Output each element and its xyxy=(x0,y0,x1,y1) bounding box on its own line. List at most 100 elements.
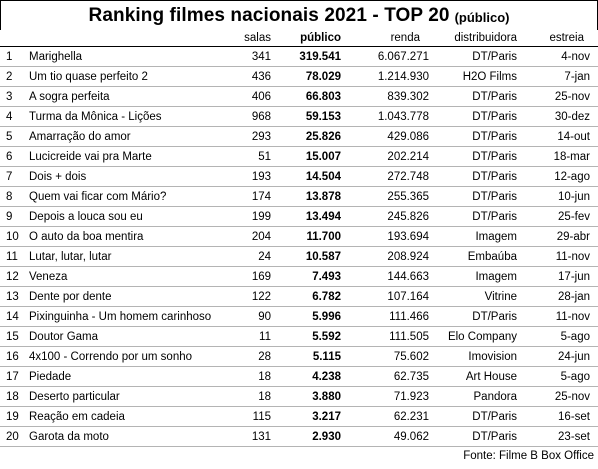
cell-renda: 144.663 xyxy=(344,266,432,287)
cell-rank: 9 xyxy=(0,206,26,227)
cell-rank: 6 xyxy=(0,146,26,167)
cell-rank: 19 xyxy=(0,406,26,427)
cell-renda: 107.164 xyxy=(344,286,432,307)
cell-distribuidora: Pandora xyxy=(432,386,520,407)
cell-renda: 1.214.930 xyxy=(344,66,432,87)
cell-rank: 4 xyxy=(0,106,26,127)
cell-rank: 16 xyxy=(0,346,26,367)
col-header-pos xyxy=(0,29,26,47)
table-row: 10 O auto da boa mentira 204 11.700 193.694 I… xyxy=(0,226,598,247)
cell-rank: 15 xyxy=(0,326,26,347)
cell-estreia: 16-set xyxy=(520,406,598,427)
table-row: 11 Lutar, lutar, lutar 24 10.587 208.924 Emba… xyxy=(0,246,598,267)
cell-distribuidora: DT/Paris xyxy=(432,126,520,147)
cell-film-title: Reação em cadeia xyxy=(26,406,232,427)
cell-renda: 208.924 xyxy=(344,246,432,267)
cell-film-title: Deserto particular xyxy=(26,386,232,407)
cell-rank: 11 xyxy=(0,246,26,267)
cell-publico: 5.592 xyxy=(274,326,344,347)
cell-distribuidora: DT/Paris xyxy=(432,306,520,327)
table-row: 18 Deserto particular 18 3.880 71.923 Pandora… xyxy=(0,386,598,407)
cell-publico: 5.115 xyxy=(274,346,344,367)
cell-estreia: 10-jun xyxy=(520,186,598,207)
cell-distribuidora: Imovision xyxy=(432,346,520,367)
cell-rank: 12 xyxy=(0,266,26,287)
cell-publico: 3.217 xyxy=(274,406,344,427)
table-row: 1 Marighella 341 319.541 6.067.271 DT/Paris 4-… xyxy=(0,46,598,67)
cell-film-title: Depois a louca sou eu xyxy=(26,206,232,227)
source-note: Fonte: Filme B Box Office xyxy=(463,450,594,462)
cell-distribuidora: Embaúba xyxy=(432,246,520,267)
cell-renda: 111.466 xyxy=(344,306,432,327)
cell-publico: 2.930 xyxy=(274,426,344,447)
cell-publico: 6.782 xyxy=(274,286,344,307)
cell-film-title: O auto da boa mentira xyxy=(26,226,232,247)
cell-film-title: A sogra perfeita xyxy=(26,86,232,107)
cell-rank: 13 xyxy=(0,286,26,307)
cell-film-title: Piedade xyxy=(26,366,232,387)
cell-publico: 319.541 xyxy=(274,46,344,67)
cell-film-title: Pixinguinha - Um homem carinhoso xyxy=(26,306,232,327)
cell-renda: 272.748 xyxy=(344,166,432,187)
cell-rank: 10 xyxy=(0,226,26,247)
cell-distribuidora: Vitrine xyxy=(432,286,520,307)
cell-salas: 968 xyxy=(232,106,274,127)
cell-rank: 2 xyxy=(0,66,26,87)
cell-renda: 245.826 xyxy=(344,206,432,227)
table-row: 12 Veneza 169 7.493 144.663 Imagem 17-jun xyxy=(0,266,598,287)
cell-distribuidora: Art House xyxy=(432,366,520,387)
cell-estreia: 28-jan xyxy=(520,286,598,307)
cell-publico: 4.238 xyxy=(274,366,344,387)
cell-rank: 5 xyxy=(0,126,26,147)
cell-film-title: 4x100 - Correndo por um sonho xyxy=(26,346,232,367)
cell-publico: 78.029 xyxy=(274,66,344,87)
cell-rank: 7 xyxy=(0,166,26,187)
cell-publico: 10.587 xyxy=(274,246,344,267)
cell-salas: 51 xyxy=(232,146,274,167)
cell-publico: 7.493 xyxy=(274,266,344,287)
cell-film-title: Dente por dente xyxy=(26,286,232,307)
cell-renda: 49.062 xyxy=(344,426,432,447)
cell-film-title: Lucicreide vai pra Marte xyxy=(26,146,232,167)
table-row: 19 Reação em cadeia 115 3.217 62.231 DT/Paris… xyxy=(0,406,598,427)
cell-film-title: Veneza xyxy=(26,266,232,287)
header-row: salas público renda distribuidora estrei… xyxy=(0,29,598,47)
cell-renda: 71.923 xyxy=(344,386,432,407)
cell-renda: 111.505 xyxy=(344,326,432,347)
cell-salas: 18 xyxy=(232,386,274,407)
cell-salas: 193 xyxy=(232,166,274,187)
cell-film-title: Dois + dois xyxy=(26,166,232,187)
sheet-title: Ranking filmes nacionais 2021 - TOP 20 xyxy=(88,4,450,26)
cell-distribuidora: DT/Paris xyxy=(432,46,520,67)
cell-publico: 59.153 xyxy=(274,106,344,127)
cell-film-title: Marighella xyxy=(26,46,232,67)
cell-estreia: 7-jan xyxy=(520,66,598,87)
cell-distribuidora: Imagem xyxy=(432,226,520,247)
cell-film-title: Garota da moto xyxy=(26,426,232,447)
cell-publico: 11.700 xyxy=(274,226,344,247)
cell-salas: 18 xyxy=(232,366,274,387)
cell-distribuidora: DT/Paris xyxy=(432,426,520,447)
cell-rank: 3 xyxy=(0,86,26,107)
cell-renda: 62.735 xyxy=(344,366,432,387)
cell-estreia: 4-nov xyxy=(520,46,598,67)
cell-estreia: 14-out xyxy=(520,126,598,147)
cell-estreia: 17-jun xyxy=(520,266,598,287)
cell-estreia: 23-set xyxy=(520,426,598,447)
cell-rank: 14 xyxy=(0,306,26,327)
cell-salas: 436 xyxy=(232,66,274,87)
cell-salas: 341 xyxy=(232,46,274,67)
cell-renda: 202.214 xyxy=(344,146,432,167)
cell-distribuidora: DT/Paris xyxy=(432,106,520,127)
cell-distribuidora: DT/Paris xyxy=(432,86,520,107)
cell-estreia: 29-abr xyxy=(520,226,598,247)
table-row: 14 Pixinguinha - Um homem carinhoso 90 5.99… xyxy=(0,306,598,327)
cell-distribuidora: DT/Paris xyxy=(432,146,520,167)
cell-renda: 6.067.271 xyxy=(344,46,432,67)
cell-distribuidora: DT/Paris xyxy=(432,186,520,207)
cell-publico: 14.504 xyxy=(274,166,344,187)
cell-renda: 839.302 xyxy=(344,86,432,107)
table-row: 15 Doutor Gama 11 5.592 111.505 Elo Company 5-… xyxy=(0,326,598,347)
table-row: 6 Lucicreide vai pra Marte 51 15.007 202.214… xyxy=(0,146,598,167)
cell-salas: 90 xyxy=(232,306,274,327)
